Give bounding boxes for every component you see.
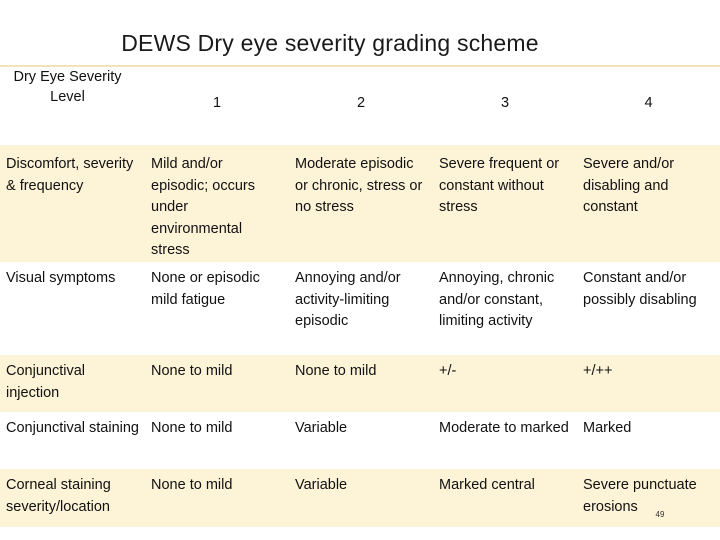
header-severity-level: Dry Eye Severity Level: [13, 69, 122, 105]
table-cell: Marked central: [433, 469, 577, 527]
row-label: Corneal staining severity/location: [0, 469, 145, 527]
table-cell: Moderate episodic or chronic, stress or …: [289, 145, 433, 262]
table-row: Conjunctival injection None to mild None…: [0, 355, 720, 412]
table-cell: Annoying, chronic and/or constant, limit…: [439, 270, 555, 329]
table-cell: None to mild: [289, 355, 433, 412]
table-cell: Severe frequent or constant without stre…: [433, 145, 577, 262]
table-cell: Severe punctuate erosions: [577, 469, 720, 527]
table-row: Discomfort, severity & frequency Mild an…: [0, 145, 720, 262]
table-cell: +/++: [577, 355, 720, 412]
table-row: Conjunctival staining None to mild Varia…: [0, 412, 720, 469]
table-cell: None or episodic mild fatigue: [151, 270, 260, 308]
table-cell: +/-: [433, 355, 577, 412]
table-header-row: Dry Eye Severity Level 1 2 3 4: [0, 67, 720, 145]
header-level-3: 3: [500, 95, 510, 111]
table-cell: Moderate to marked: [439, 420, 569, 436]
row-label: Discomfort, severity & frequency: [0, 145, 145, 262]
row-label: Visual symptoms: [6, 270, 116, 286]
table-cell: Mild and/or episodic; occurs under envir…: [145, 145, 289, 262]
header-divider: [0, 65, 720, 67]
table-cell: Marked: [583, 420, 632, 436]
severity-grading-table: Dry Eye Severity Level 1 2 3 4 Discomfor…: [0, 67, 720, 527]
row-label: Conjunctival injection: [0, 355, 145, 412]
page-number: 49: [655, 510, 665, 519]
table-cell: None to mild: [151, 420, 233, 436]
header-level-4: 4: [644, 95, 653, 111]
table-row: Corneal staining severity/location None …: [0, 469, 720, 527]
header-level-1: 1: [212, 95, 222, 111]
table-cell: None to mild: [145, 469, 289, 527]
table-cell: Severe and/or disabling and constant: [577, 145, 720, 262]
table-cell: Annoying and/or activity-limiting episod…: [295, 270, 401, 329]
table-cell: Variable: [289, 469, 433, 527]
table-cell: None to mild: [145, 355, 289, 412]
header-level-2: 2: [356, 95, 366, 111]
table-cell: Variable: [295, 420, 348, 436]
row-label: Conjunctival staining: [6, 420, 139, 436]
table-cell: Constant and/or possibly disabling: [583, 270, 697, 308]
slide-title: DEWS Dry eye severity grading scheme: [121, 30, 539, 56]
table-row: Visual symptoms None or episodic mild fa…: [0, 262, 720, 355]
